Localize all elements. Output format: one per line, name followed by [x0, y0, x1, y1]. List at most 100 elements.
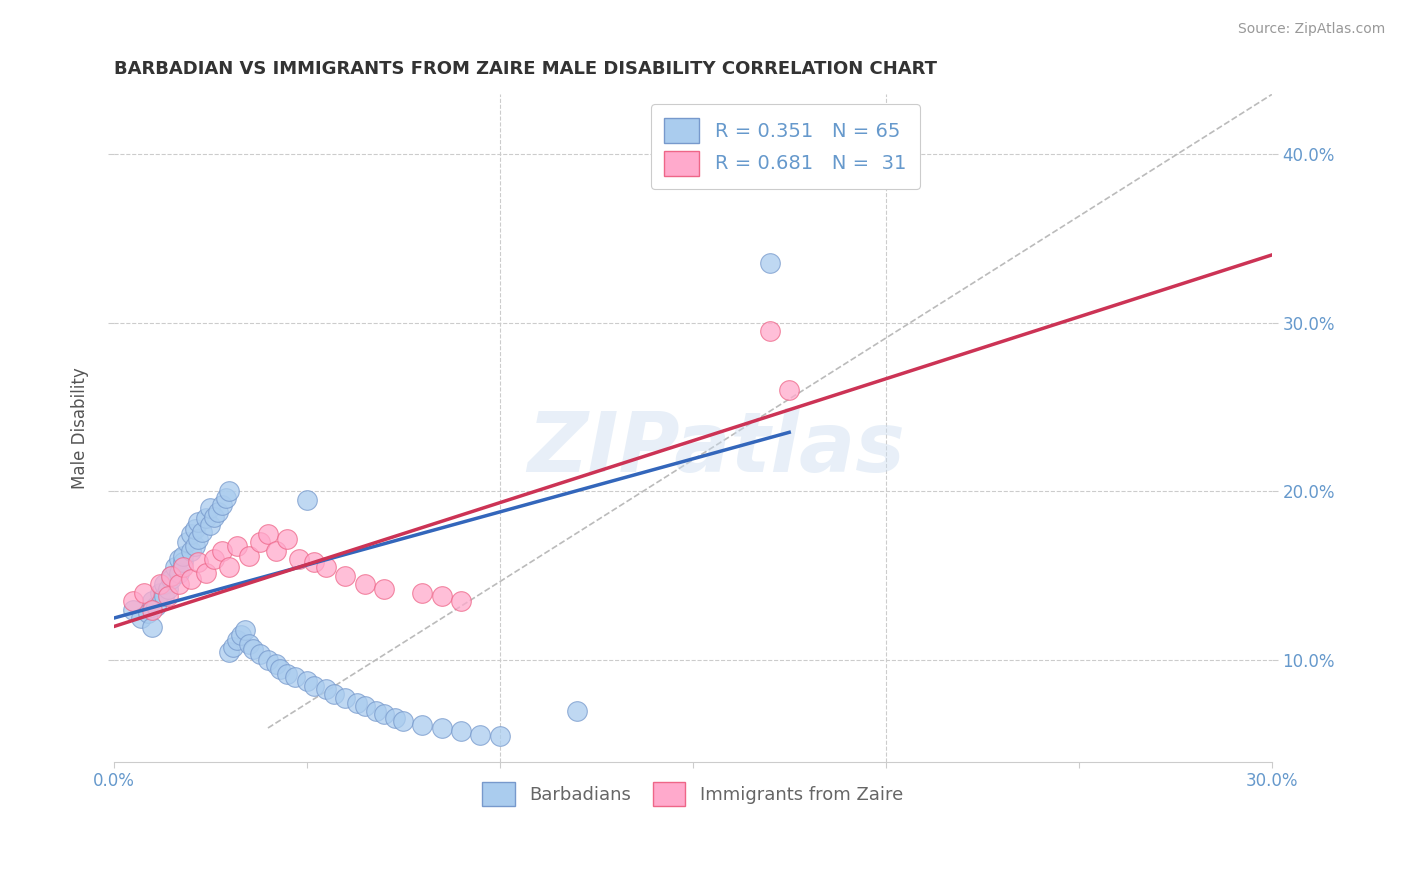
Point: [167, 552, 190, 566]
Point: [183, 539, 205, 553]
Point: [304, 556, 326, 570]
Point: [167, 566, 190, 580]
Point: [160, 569, 183, 583]
Point: [276, 532, 298, 546]
Point: [257, 653, 280, 667]
Point: [129, 611, 152, 625]
Point: [295, 673, 318, 688]
Point: [183, 522, 205, 536]
Point: [238, 549, 260, 563]
Point: [264, 657, 287, 671]
Point: [411, 717, 433, 731]
Point: [198, 518, 221, 533]
Point: [180, 543, 202, 558]
Point: [565, 704, 588, 718]
Point: [195, 511, 218, 525]
Point: [257, 526, 280, 541]
Point: [238, 636, 260, 650]
Point: [249, 535, 271, 549]
Point: [229, 628, 252, 642]
Point: [315, 682, 337, 697]
Point: [269, 662, 291, 676]
Point: [288, 552, 311, 566]
Point: [322, 687, 344, 701]
Point: [233, 623, 256, 637]
Point: [759, 256, 782, 270]
Point: [411, 586, 433, 600]
Point: [172, 560, 194, 574]
Point: [392, 714, 415, 729]
Point: [152, 589, 174, 603]
Point: [121, 603, 143, 617]
Point: [470, 728, 492, 742]
Point: [165, 560, 187, 574]
Point: [156, 582, 179, 597]
Point: [218, 560, 240, 574]
Point: [207, 505, 229, 519]
Point: [195, 566, 218, 580]
Point: [226, 539, 249, 553]
Point: [218, 484, 240, 499]
Point: [202, 552, 225, 566]
Point: [353, 699, 375, 714]
Point: [304, 679, 326, 693]
Point: [759, 324, 782, 338]
Point: [384, 711, 406, 725]
Point: [373, 582, 395, 597]
Point: [264, 543, 287, 558]
Point: [364, 704, 387, 718]
Point: [141, 594, 163, 608]
Point: [222, 640, 245, 654]
Point: [211, 498, 233, 512]
Point: [214, 491, 236, 506]
Point: [187, 515, 209, 529]
Point: [211, 543, 233, 558]
Point: [284, 670, 307, 684]
Point: [141, 603, 163, 617]
Point: [136, 606, 159, 620]
Point: [373, 707, 395, 722]
Point: [778, 383, 800, 397]
Y-axis label: Male Disability: Male Disability: [72, 368, 89, 489]
Point: [149, 577, 172, 591]
Point: [488, 730, 510, 744]
Point: [152, 577, 174, 591]
Point: [176, 535, 198, 549]
Point: [450, 724, 472, 739]
Point: [149, 586, 172, 600]
Point: [191, 524, 214, 539]
Point: [335, 690, 357, 705]
Point: [295, 492, 318, 507]
Point: [172, 549, 194, 563]
Point: [145, 599, 167, 614]
Point: [198, 501, 221, 516]
Point: [242, 641, 264, 656]
Point: [276, 667, 298, 681]
Point: [180, 526, 202, 541]
Point: [172, 556, 194, 570]
Point: [335, 569, 357, 583]
Point: [430, 589, 453, 603]
Point: [160, 569, 183, 583]
Text: BARBADIAN VS IMMIGRANTS FROM ZAIRE MALE DISABILITY CORRELATION CHART: BARBADIAN VS IMMIGRANTS FROM ZAIRE MALE …: [114, 60, 936, 78]
Point: [134, 586, 156, 600]
Point: [202, 509, 225, 524]
Text: Source: ZipAtlas.com: Source: ZipAtlas.com: [1237, 22, 1385, 37]
Point: [218, 645, 240, 659]
Point: [430, 721, 453, 735]
Point: [450, 594, 472, 608]
Point: [187, 556, 209, 570]
Point: [226, 633, 249, 648]
Point: [121, 594, 143, 608]
Point: [315, 560, 337, 574]
Point: [141, 619, 163, 633]
Point: [167, 577, 190, 591]
Point: [187, 532, 209, 546]
Point: [180, 572, 202, 586]
Point: [346, 696, 368, 710]
Text: ZIPatlas: ZIPatlas: [527, 408, 905, 489]
Point: [249, 647, 271, 661]
Point: [156, 589, 179, 603]
Point: [353, 577, 375, 591]
Point: [160, 572, 183, 586]
